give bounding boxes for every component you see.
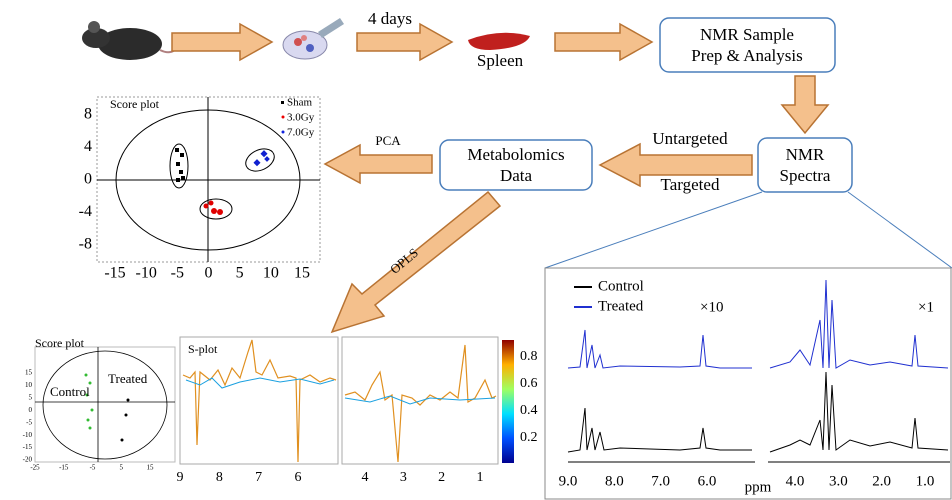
tick-label: -5 [26, 418, 32, 426]
box-label: Prep & Analysis [691, 46, 802, 65]
tick-label: 15 [25, 369, 33, 377]
plot-title: S-plot [188, 342, 218, 356]
tick-label: 9.0 [559, 473, 578, 489]
spectra-panel: Control Treated ×10 ×1 ppm [545, 268, 951, 499]
tick-label: -5 [90, 464, 96, 472]
legend-label: Sham [287, 97, 313, 109]
scale-label: ×10 [700, 299, 723, 315]
mouse-icon [82, 21, 178, 60]
box-label: Data [500, 166, 533, 185]
group-label: Control [50, 384, 90, 399]
plot-title: Score plot [110, 97, 160, 111]
tick-label: -10 [23, 431, 33, 439]
tick-label: 0 [29, 406, 33, 414]
plot-title: Score plot [35, 336, 85, 350]
connector [545, 192, 762, 268]
tick-label: 2.0 [872, 473, 891, 489]
tick-label: 1 [477, 470, 484, 485]
tick-label: 5 [29, 393, 33, 401]
colorbar [502, 340, 514, 463]
tick-label: 7.0 [651, 473, 670, 489]
group-label: Treated [108, 371, 148, 386]
tick-label: 4 [362, 470, 369, 485]
tick-label: 7 [255, 470, 262, 485]
tick-label: 2 [438, 470, 445, 485]
legend-label: 7.0Gy [287, 127, 315, 139]
spleen-icon [468, 33, 530, 50]
opls-plot: Score plot Control Treated [35, 336, 175, 462]
tick-label: -15 [104, 265, 125, 282]
arrow [357, 24, 452, 60]
tick-label: 5 [236, 265, 244, 282]
tick-label: -10 [136, 265, 157, 282]
cells-icon [283, 18, 344, 59]
tick-label: 15 [147, 464, 155, 472]
axis-label: ppm [745, 479, 772, 495]
arrow [325, 145, 432, 183]
arrow [172, 24, 272, 60]
duration: 4 days [368, 9, 412, 28]
tick-label: 8 [216, 470, 223, 485]
tick-label: 0 [84, 171, 92, 188]
tick-label: 0 [205, 265, 213, 282]
tick-label: 0.8 [520, 349, 538, 364]
s-plot: S-plot [180, 337, 514, 464]
box-label: NMR Sample [700, 25, 794, 44]
tick-label: -25 [30, 464, 40, 472]
legend-label: Treated [598, 298, 644, 314]
box-label: NMR [786, 145, 825, 164]
graphical-abstract: 4 days Spleen NMR Sample Prep & Analysis… [0, 0, 952, 500]
tick-label: -4 [79, 203, 92, 220]
organ: Spleen [477, 51, 524, 70]
label: Untargeted [652, 129, 728, 148]
tick-label: 8 [84, 106, 92, 123]
box-label: Spectra [780, 166, 831, 185]
tick-label: 9 [177, 470, 184, 485]
tick-label: 6.0 [698, 473, 717, 489]
tick-label: 6 [295, 470, 302, 485]
arrow [555, 24, 652, 60]
tick-label: 1.0 [916, 473, 935, 489]
arrow [332, 192, 500, 332]
label: PCA [375, 133, 401, 148]
legend-label: Control [598, 278, 644, 294]
legend-label: 3.0Gy [287, 112, 315, 124]
tick-label: -15 [23, 443, 33, 451]
tick-label: -8 [79, 236, 92, 253]
tick-label: 8.0 [605, 473, 624, 489]
tick-label: -20 [23, 456, 33, 464]
tick-label: 3 [400, 470, 407, 485]
tick-label: -15 [59, 464, 69, 472]
label: Targeted [661, 175, 720, 194]
tick-label: 4.0 [786, 473, 805, 489]
tick-label: 0.2 [520, 430, 538, 445]
tick-label: 0.4 [520, 403, 538, 418]
box-label: Metabolomics [467, 145, 564, 164]
tick-label: 5 [120, 464, 124, 472]
tick-label: 4 [84, 138, 92, 155]
tick-label: 15 [294, 265, 310, 282]
tick-label: 10 [263, 265, 279, 282]
tick-label: 10 [25, 381, 33, 389]
tick-label: 0.6 [520, 376, 538, 391]
arrow [782, 76, 828, 133]
tick-label: -5 [171, 265, 184, 282]
tick-label: 3.0 [829, 473, 848, 489]
connector [848, 192, 952, 268]
scale-label: ×1 [918, 299, 934, 315]
